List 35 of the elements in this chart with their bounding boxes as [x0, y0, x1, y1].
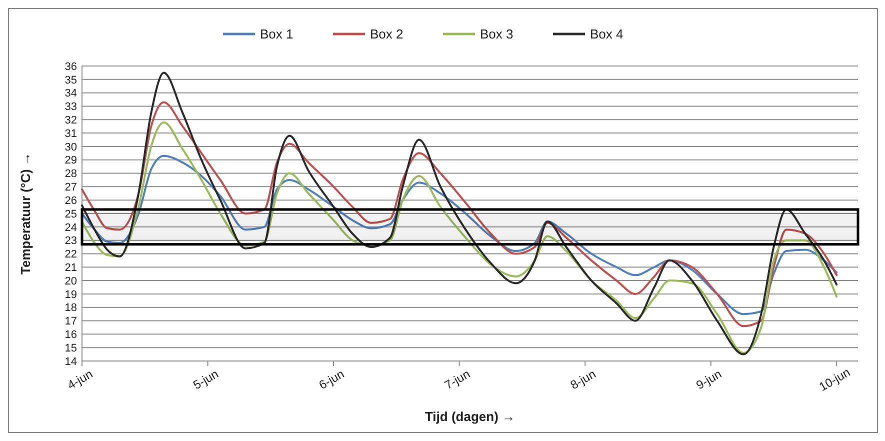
y-tick-label: 32: [64, 114, 77, 126]
y-tick-label: 14: [64, 356, 77, 368]
y-tick-label: 24: [64, 222, 77, 234]
y-tick-label: 19: [64, 288, 77, 301]
y-tick-label: 15: [64, 342, 77, 354]
y-tick-label: 36: [64, 60, 77, 73]
y-tick-label: 35: [64, 74, 77, 86]
y-tick-label: 16: [64, 329, 77, 342]
y-tick-label: 21: [64, 262, 77, 274]
y-tick-label: 31: [64, 128, 77, 140]
x-tick-label: 4-jun: [64, 366, 96, 392]
y-tick-label: 28: [64, 168, 77, 180]
y-tick-label: 27: [64, 182, 77, 194]
y-tick-label: 20: [64, 275, 77, 288]
y-tick-label: 23: [64, 235, 77, 248]
y-tick-label: 22: [64, 248, 77, 261]
y-tick-label: 25: [64, 208, 77, 220]
x-tick-label: 7-jun: [442, 366, 472, 392]
y-tick-label: 18: [64, 302, 77, 314]
x-tick-label: 6-jun: [316, 366, 347, 392]
x-tick-label: 8-jun: [568, 366, 598, 392]
y-tick-label: 30: [64, 141, 77, 154]
y-tick-label: 29: [64, 154, 77, 167]
x-tick-label: 5-jun: [190, 366, 221, 392]
y-axis-title: Temperatuur (°C) →: [18, 152, 33, 274]
x-axis-title: Tijd (dagen) →: [424, 409, 516, 424]
y-tick-label: 34: [64, 88, 77, 100]
legend-label: Box 2: [370, 26, 404, 42]
y-tick-label: 17: [64, 316, 77, 328]
y-tick-label: 26: [64, 194, 77, 207]
legend-label: Box 4: [590, 26, 624, 42]
x-tick-label: 9-jun: [694, 366, 724, 392]
legend-label: Box 3: [480, 26, 514, 42]
legend-label: Box 1: [260, 26, 294, 42]
y-tick-label: 33: [64, 101, 77, 114]
